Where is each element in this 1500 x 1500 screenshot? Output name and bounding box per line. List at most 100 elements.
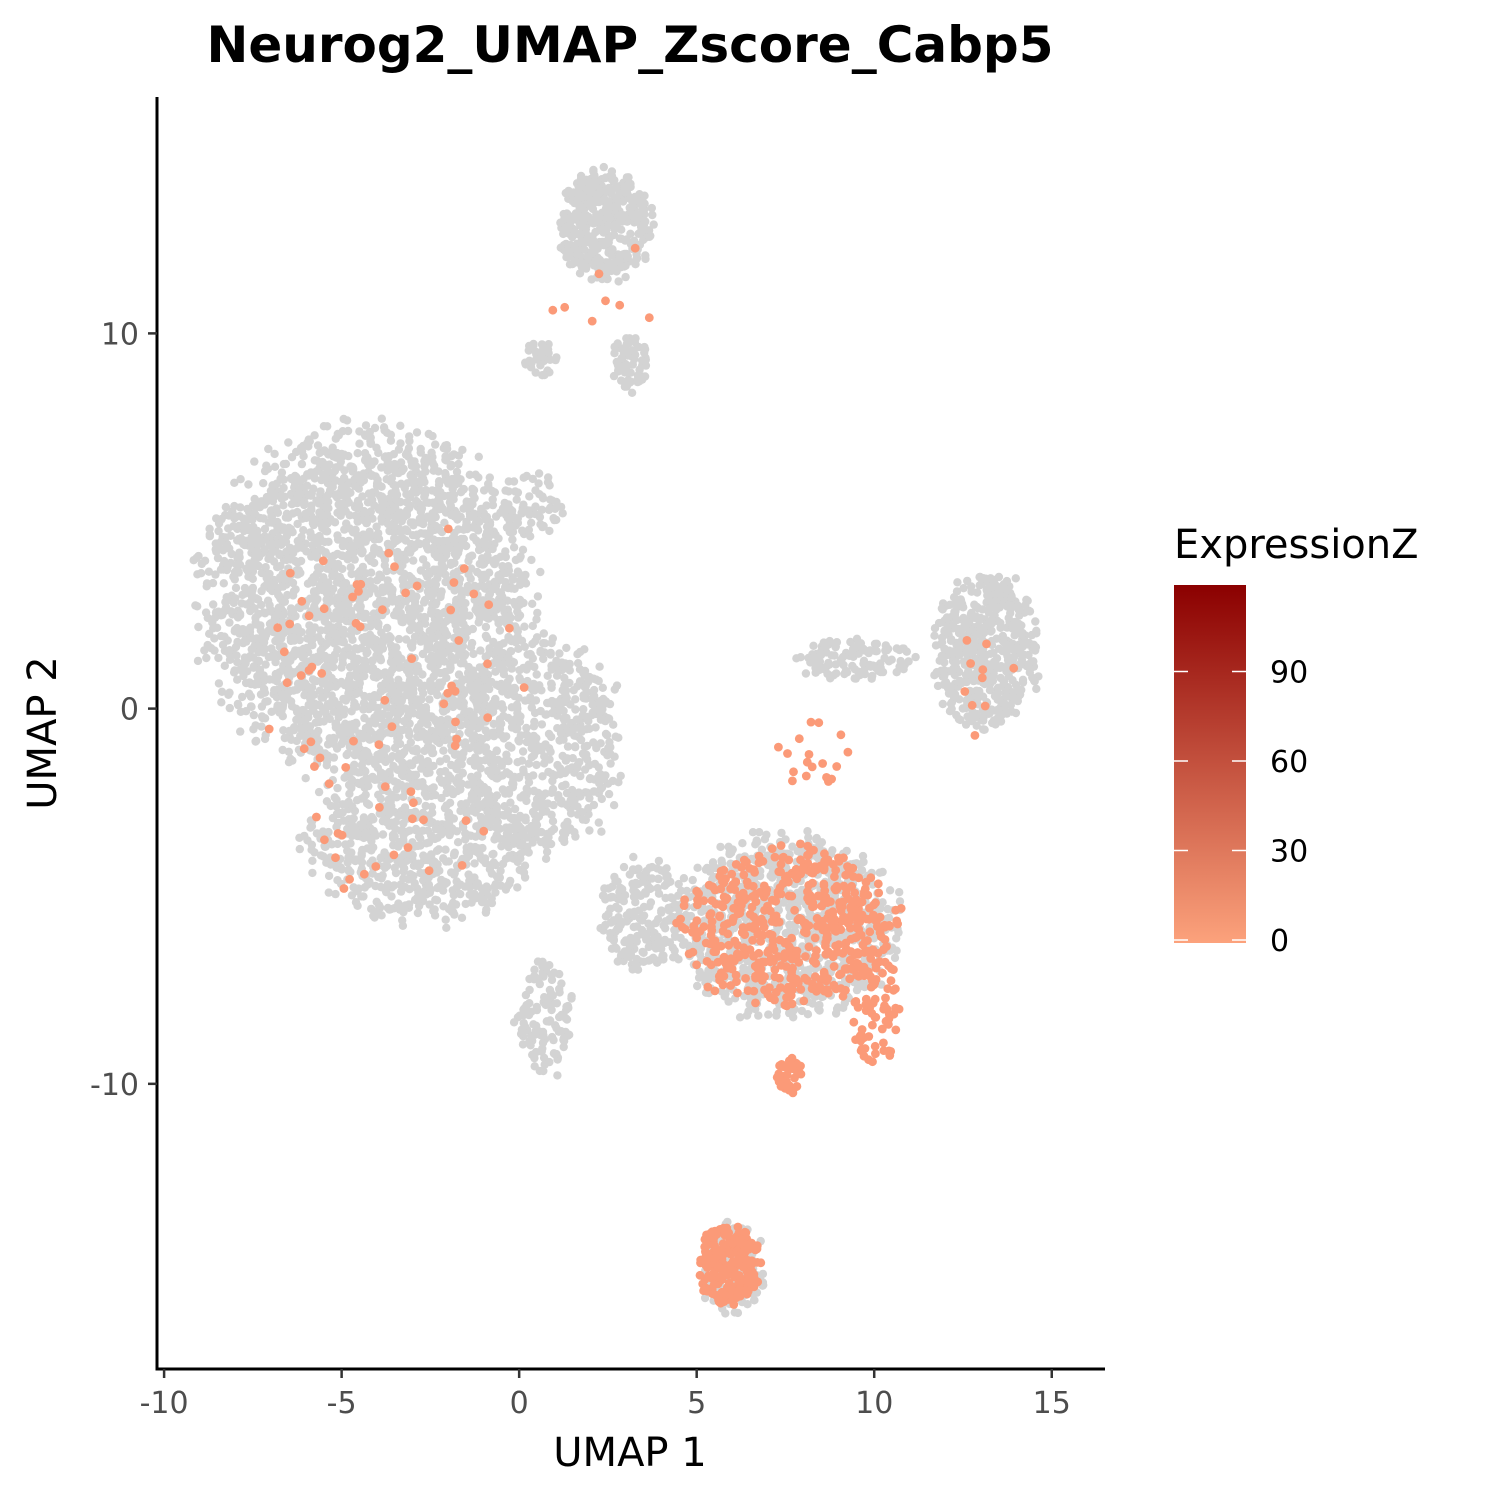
bg-point-large-left-cluster: [390, 534, 399, 543]
bg-point-large-left-cluster: [429, 565, 438, 574]
bg-point-left-lower-lobe: [442, 801, 451, 810]
bg-point-large-left-cluster: [278, 690, 287, 700]
bg-point-middle-bridge: [571, 832, 580, 841]
bg-point-large-left-cluster: [463, 499, 472, 508]
bg-point-large-left-cluster: [402, 507, 411, 516]
bg-point-large-left-cluster: [214, 526, 223, 536]
bg-point-lower-tail: [552, 1023, 561, 1033]
bg-point-left-lower-lobe: [470, 859, 479, 868]
bg-point-left-lower-lobe: [414, 832, 424, 841]
bg-point-left-lower-lobe: [465, 876, 474, 885]
bg-point-large-left-cluster: [306, 528, 315, 537]
bg-point-middle-bridge: [549, 771, 559, 780]
bg-point-large-left-cluster: [332, 607, 341, 617]
bg-point-large-left-cluster: [356, 605, 365, 614]
bg-point-middle-bridge: [552, 671, 562, 680]
bg-point-left-lower-lobe: [427, 802, 437, 811]
bg-point-large-left-cluster: [416, 703, 425, 712]
bg-point-large-left-cluster: [337, 483, 347, 492]
bg-point-large-left-cluster: [293, 679, 303, 688]
bg-point-large-left-cluster: [477, 504, 486, 514]
bg-point-middle-bridge: [574, 788, 584, 797]
bg-point-large-left-cluster: [423, 545, 433, 554]
bg-point-middle-bridge: [508, 688, 517, 697]
bg-point-left-lower-lobe: [414, 901, 424, 911]
bg-point-large-left-cluster: [202, 582, 211, 591]
bg-point-large-left-cluster: [386, 436, 396, 445]
bg-point-middle-bridge: [585, 826, 594, 835]
bg-point-lower-tail: [541, 1000, 550, 1010]
bg-point-large-left-cluster: [501, 552, 510, 562]
bg-point-large-left-cluster: [334, 500, 343, 509]
bg-point-large-left-cluster: [259, 677, 268, 686]
bg-point-large-left-cluster: [303, 438, 312, 448]
bg-point-large-left-cluster: [294, 566, 304, 575]
bg-point-large-left-cluster: [289, 723, 299, 732]
bg-point-large-left-cluster: [327, 673, 336, 683]
bg-point-middle-bridge: [515, 673, 524, 683]
bg-point-large-left-cluster: [278, 582, 288, 591]
bg-point-large-left-cluster: [434, 467, 443, 476]
bg-point-large-left-cluster: [202, 653, 211, 663]
bg-point-left-lower-lobe: [330, 793, 339, 802]
bg-point-left-lower-lobe: [439, 902, 448, 911]
bg-point-large-left-cluster: [291, 479, 300, 489]
bg-point-top-cluster: [590, 171, 599, 180]
bg-point-top-right-blob: [613, 339, 622, 348]
bg-point-middle-bridge: [513, 758, 522, 767]
bg-point-left-lower-lobe: [324, 871, 334, 881]
bg-point-middle-bridge: [577, 808, 587, 817]
bg-point-large-left-cluster: [241, 518, 250, 527]
bg-point-large-left-cluster: [442, 673, 451, 683]
bg-point-left-lower-lobe: [400, 882, 410, 892]
bg-point-large-left-cluster: [238, 692, 247, 702]
bg-point-top-cluster: [591, 227, 600, 237]
bg-point-middle-bridge: [568, 792, 577, 801]
bg-point-large-left-cluster: [312, 676, 321, 686]
bg-point-large-left-cluster: [434, 680, 443, 689]
bg-point-left-lower-lobe: [394, 899, 403, 908]
bg-point-large-left-cluster: [334, 637, 343, 646]
bg-point-large-left-cluster: [315, 458, 325, 468]
bg-point-lower-tail: [557, 1010, 566, 1020]
bg-point-left-lower-lobe: [437, 830, 446, 839]
bg-point-large-left-cluster: [348, 528, 358, 537]
bg-point-left-lower-lobe: [418, 808, 428, 818]
bg-point-large-left-cluster: [314, 710, 323, 720]
bg-point-lower-tail: [559, 1042, 568, 1052]
bg-point-large-left-cluster: [377, 463, 386, 472]
bg-point-large-left-cluster: [322, 564, 332, 573]
bg-point-large-left-cluster: [382, 744, 391, 754]
bg-point-large-left-cluster: [217, 698, 226, 707]
bg-point-lower-tail: [532, 1002, 541, 1012]
bg-point-middle-upper: [548, 496, 557, 505]
bg-point-large-left-cluster: [384, 459, 393, 468]
bg-point-large-left-cluster: [331, 434, 340, 443]
bg-point-left-lower-lobe: [378, 830, 388, 839]
bg-point-large-left-cluster: [332, 719, 341, 728]
bg-point-large-left-cluster: [301, 509, 310, 518]
bg-point-large-left-cluster: [280, 597, 289, 606]
bg-point-large-left-cluster: [247, 540, 256, 550]
bg-point-middle-bridge: [478, 735, 487, 744]
bg-point-large-left-cluster: [502, 568, 511, 578]
bg-point-large-left-cluster: [310, 431, 319, 440]
bg-point-top-cluster: [629, 210, 638, 220]
bg-point-large-left-cluster: [365, 717, 374, 726]
bg-point-middle-upper: [513, 518, 523, 528]
bg-point-left-lower-lobe: [363, 880, 372, 889]
bg-point-large-left-cluster: [308, 578, 318, 587]
bg-point-middle-bridge: [581, 753, 590, 762]
bg-point-large-left-cluster: [513, 607, 522, 616]
bg-point-middle-upper: [525, 492, 534, 501]
bg-point-middle-bridge: [492, 791, 502, 800]
bg-point-large-left-cluster: [211, 608, 221, 617]
bg-point-middle-bridge: [537, 720, 547, 729]
bg-point-large-left-cluster: [468, 624, 477, 634]
bg-point-large-left-cluster: [342, 416, 352, 425]
bg-point-left-lower-lobe: [359, 793, 369, 802]
bg-point-middle-bridge: [528, 807, 538, 817]
bg-point-large-left-cluster: [265, 601, 274, 610]
bg-point-top-cluster: [645, 232, 654, 241]
bg-point-large-left-cluster: [380, 668, 390, 677]
